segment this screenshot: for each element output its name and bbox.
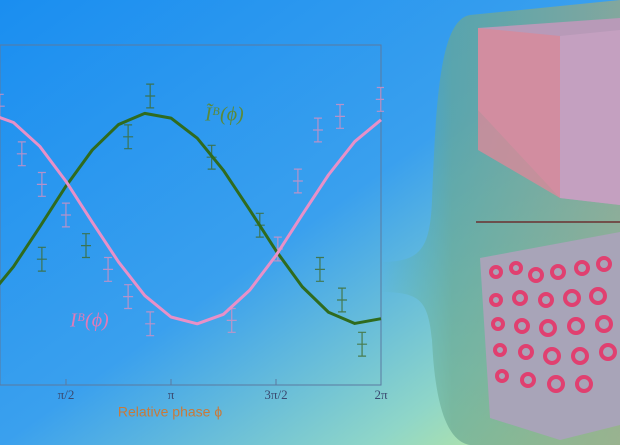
series-label: Ĩᴮ(ϕ) <box>204 102 244 126</box>
x-tick-label: π/2 <box>58 387 75 402</box>
error-bar <box>292 168 303 194</box>
plot-frame <box>0 44 382 386</box>
error-bar <box>36 171 47 197</box>
error-bar <box>312 117 323 143</box>
error-bar <box>36 246 47 272</box>
plot-area <box>0 83 384 357</box>
error-bar <box>375 86 384 112</box>
error-bar <box>145 311 156 337</box>
error-bar <box>335 103 346 129</box>
x-tick-label: π <box>168 387 175 402</box>
error-bar <box>103 256 114 282</box>
error-bar <box>123 284 134 310</box>
x-tick-label: 3π/2 <box>264 387 287 402</box>
illustration <box>380 0 620 445</box>
series-label: Iᴮ(ϕ) <box>69 310 109 332</box>
error-bar <box>16 141 27 167</box>
x-tick-label: 2π <box>374 387 388 402</box>
series-line <box>0 111 382 325</box>
error-bar <box>314 256 325 282</box>
error-bar <box>60 202 71 228</box>
x-axis-label: Relative phase ϕ <box>118 404 223 420</box>
error-bar <box>337 287 348 313</box>
error-bar <box>272 236 283 262</box>
error-bar <box>145 83 156 109</box>
error-bar <box>81 233 91 259</box>
error-bar <box>357 331 368 357</box>
series-line <box>0 116 382 326</box>
error-bar <box>123 124 134 150</box>
